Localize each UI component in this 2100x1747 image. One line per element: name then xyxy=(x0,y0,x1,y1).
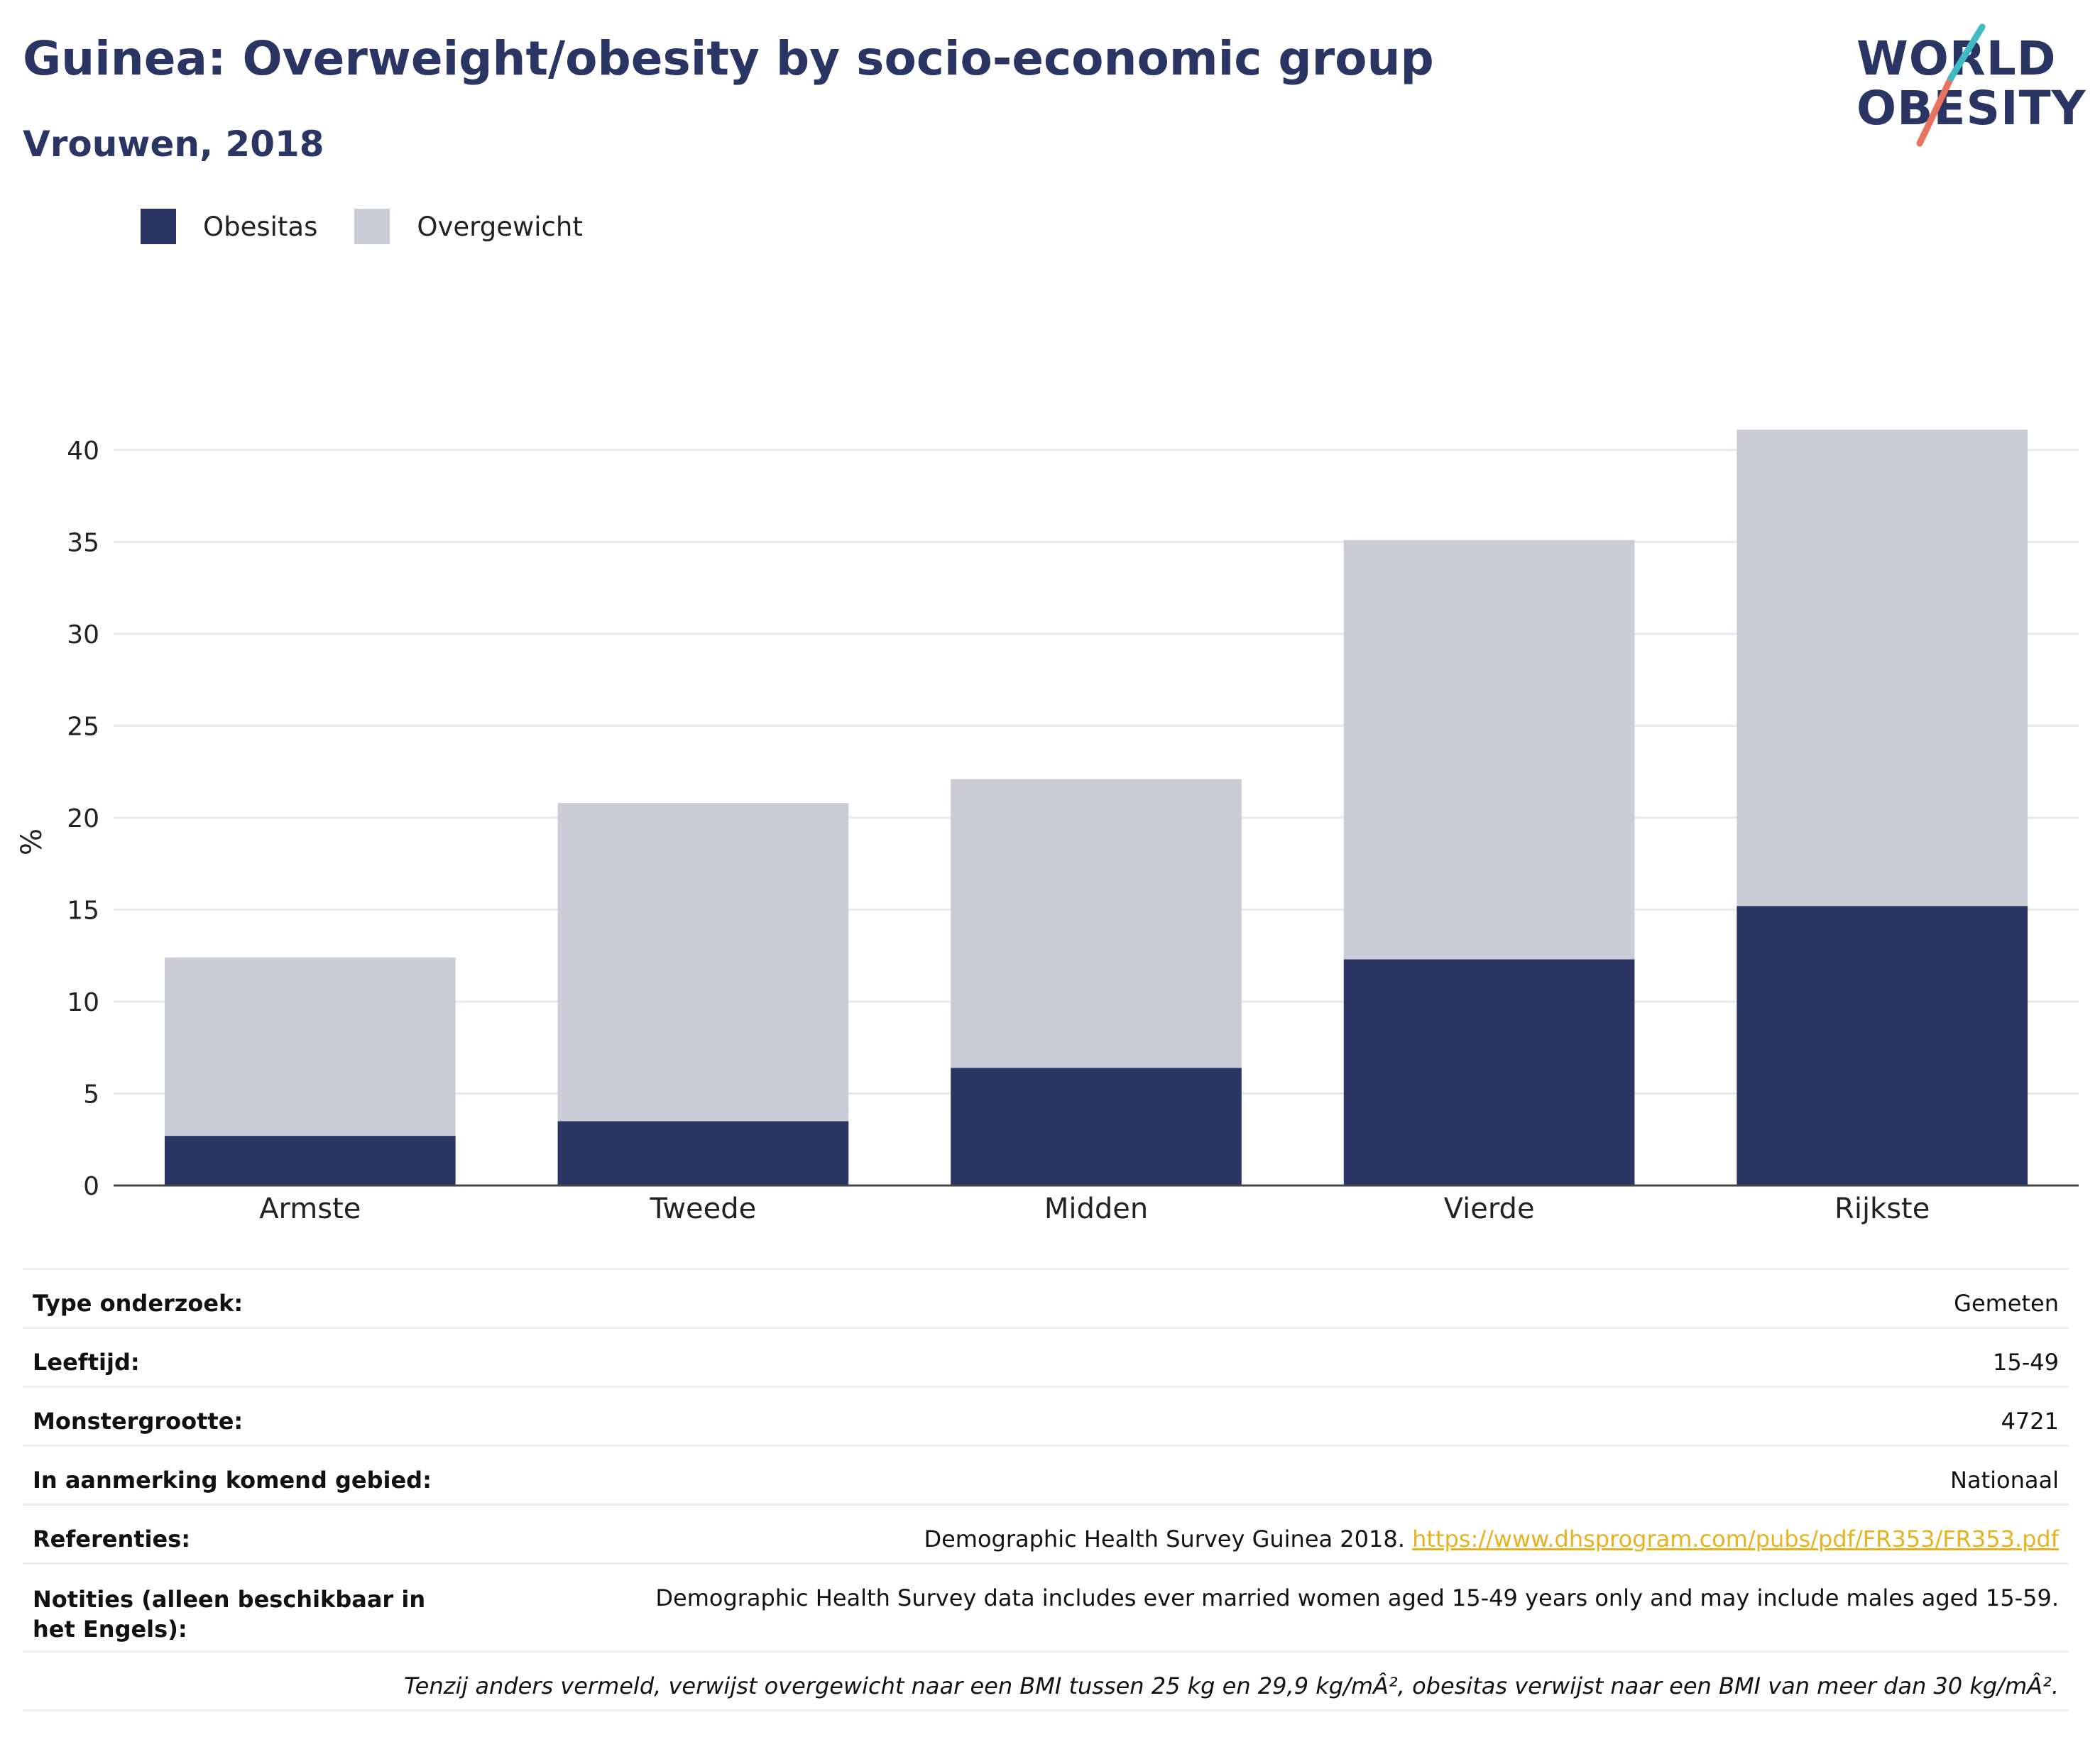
bar-obesitas-rijkste xyxy=(1737,906,2028,1185)
info-key: Monstergrootte: xyxy=(33,1408,244,1435)
logo-line-2: OBESITY xyxy=(1856,81,2087,136)
chart-legend: Obesitas Overgewicht xyxy=(141,209,620,244)
info-row-references: Referenties: Demographic Health Survey G… xyxy=(23,1504,2069,1562)
bar-obesitas-vierde xyxy=(1343,959,1635,1185)
info-key: Type onderzoek: xyxy=(33,1290,244,1317)
y-tick-label: 30 xyxy=(67,620,99,650)
page-title: Guinea: Overweight/obesity by socio-econ… xyxy=(23,31,1434,86)
bar-overgewicht-tweede xyxy=(557,803,849,1122)
info-key: Referenties: xyxy=(33,1526,191,1552)
info-key: In aanmerking komend gebied: xyxy=(33,1467,432,1494)
footnote: Tenzij anders vermeld, verwijst overgewi… xyxy=(404,1672,2059,1699)
logo-line-1: WORLD xyxy=(1856,31,2057,86)
x-tick-label: Tweede xyxy=(650,1193,757,1225)
bar-obesitas-armste xyxy=(164,1136,456,1185)
info-value: 4721 xyxy=(2001,1408,2059,1435)
y-tick-label: 5 xyxy=(83,1080,99,1109)
bar-overgewicht-armste xyxy=(164,957,456,1137)
info-value: Gemeten xyxy=(1954,1290,2059,1317)
y-tick-label: 0 xyxy=(83,1172,99,1201)
info-value: Demographic Health Survey Guinea 2018. h… xyxy=(924,1526,2059,1552)
info-table: Type onderzoek: Gemeten Leeftijd: 15-49 … xyxy=(23,1268,2069,1712)
world-obesity-logo: WORLD OBESITY xyxy=(1846,21,2087,156)
bar-overgewicht-vierde xyxy=(1343,540,1635,960)
legend-label-overgewicht: Overgewicht xyxy=(417,211,583,242)
bar-obesitas-tweede xyxy=(557,1121,849,1185)
reference-link[interactable]: https://www.dhsprogram.com/pubs/pdf/FR35… xyxy=(1412,1526,2059,1552)
info-row-type: Type onderzoek: Gemeten xyxy=(23,1268,2069,1327)
info-value: Nationaal xyxy=(1950,1467,2059,1494)
x-tick-label: Midden xyxy=(1044,1193,1148,1225)
reference-text: Demographic Health Survey Guinea 2018. xyxy=(924,1526,1413,1552)
info-row-age: Leeftijd: 15-49 xyxy=(23,1327,2069,1386)
y-tick-label: 10 xyxy=(67,988,99,1017)
info-key: Notities (alleen beschikbaar in het Enge… xyxy=(33,1586,426,1643)
y-tick-label: 20 xyxy=(67,804,99,833)
y-tick-label: 15 xyxy=(67,896,99,925)
info-row-sample: Monstergrootte: 4721 xyxy=(23,1386,2069,1445)
info-row-notes: Notities (alleen beschikbaar in het Enge… xyxy=(23,1562,2069,1650)
info-row-area: In aanmerking komend gebied: Nationaal xyxy=(23,1445,2069,1504)
info-value: 15-49 xyxy=(1993,1349,2059,1376)
logo-slash-icon xyxy=(1916,23,1986,147)
x-tick-label: Rijkste xyxy=(1834,1193,1930,1225)
info-key: Leeftijd: xyxy=(33,1349,140,1376)
legend-swatch-obesitas xyxy=(141,209,176,244)
bar-chart: 0 5 10 15 20 25 30 35 40% Armste Tweede Midden Vierd… xyxy=(16,429,2079,1225)
x-tick-label: Armste xyxy=(259,1193,361,1225)
bar-overgewicht-rijkste xyxy=(1737,429,2028,907)
bar-obesitas-midden xyxy=(951,1068,1242,1185)
y-tick-label: 25 xyxy=(67,712,99,741)
legend-item-overgewicht[interactable]: Overgewicht xyxy=(354,209,583,244)
y-axis-label: % xyxy=(16,828,48,855)
y-tick-label: 40 xyxy=(67,437,99,466)
bar-overgewicht-midden xyxy=(951,779,1242,1068)
info-row-footnote: Tenzij anders vermeld, verwijst overgewi… xyxy=(23,1650,2069,1712)
x-tick-label: Vierde xyxy=(1444,1193,1535,1225)
info-value: Demographic Health Survey data includes … xyxy=(655,1584,2059,1611)
legend-swatch-overgewicht xyxy=(354,209,390,244)
legend-item-obesitas[interactable]: Obesitas xyxy=(141,209,317,244)
legend-label-obesitas: Obesitas xyxy=(203,211,318,242)
page-subtitle: Vrouwen, 2018 xyxy=(23,124,324,165)
y-tick-label: 35 xyxy=(67,528,99,557)
